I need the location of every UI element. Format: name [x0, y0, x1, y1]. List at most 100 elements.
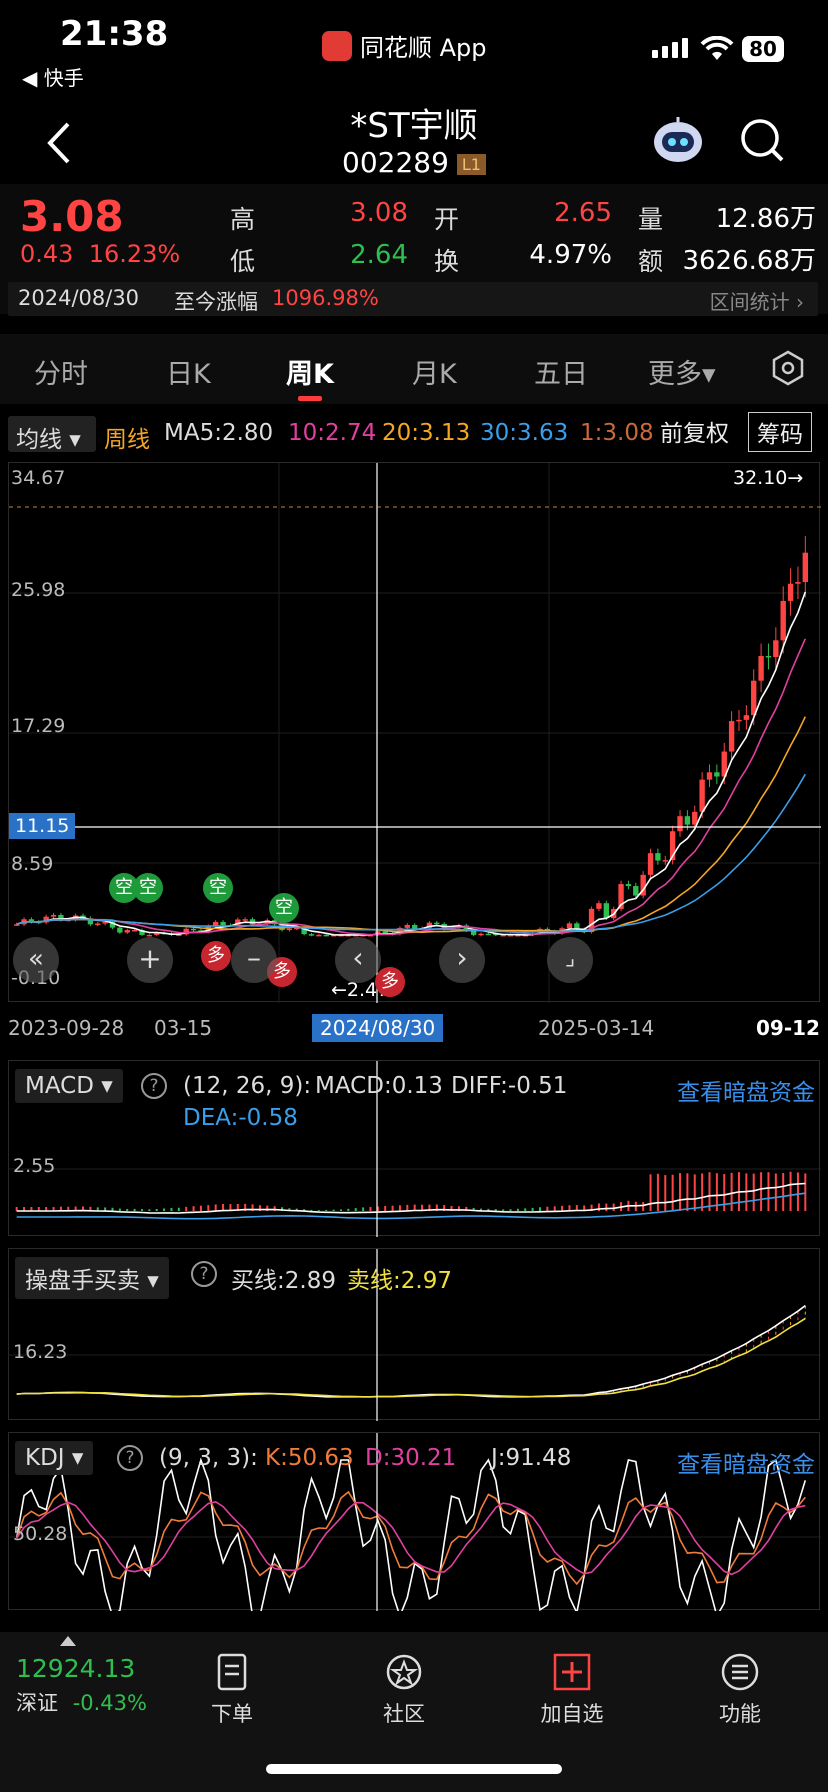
interval-stat-link[interactable]: 区间统计 › [709, 290, 804, 314]
nav-functions[interactable]: 功能 [680, 1652, 800, 1728]
bottom-nav: 12924.13 深证 -0.43% 下单 社区 加自选 功能 [0, 1632, 828, 1792]
x-label-4: 09-12 [756, 1016, 820, 1040]
kline-chart[interactable]: 34.67 25.98 17.29 8.59 -0.10 11.15 32.10… [8, 462, 821, 1003]
zoom-in-button[interactable]: + [127, 937, 173, 983]
period-tabs: 分时 日K 周K 月K 五日 更多▾ [0, 334, 828, 404]
candle-body [434, 922, 440, 925]
price-change: 0.43 16.23% [20, 240, 180, 268]
dark-pool-link[interactable]: 查看暗盘资金 [677, 1452, 815, 1478]
y-label-top: 34.67 [11, 467, 66, 489]
candle-body [190, 928, 197, 931]
candle-body [603, 903, 609, 919]
long-signal-marker: 多 [201, 941, 231, 971]
nav-add-watchlist[interactable]: 加自选 [512, 1652, 632, 1728]
nav-community[interactable]: 社区 [344, 1652, 464, 1728]
active-tab-indicator [298, 396, 322, 401]
y-label-4: 8.59 [11, 853, 54, 875]
candle-body [286, 928, 293, 931]
trader-select[interactable]: 操盘手买卖 ▾ [15, 1257, 169, 1299]
ma-indicator-bar: 均线 ▾ 周线 MA5:2.80 10:2.74 20:3.13 30:3.63… [0, 410, 828, 458]
period-label: 周线 [104, 427, 150, 453]
chips-button[interactable]: 筹码 [748, 412, 812, 452]
y-label-3: 17.29 [11, 715, 66, 737]
document-icon [217, 1653, 247, 1691]
high-label: 高 [230, 205, 256, 234]
robot-assistant-icon[interactable] [652, 116, 704, 164]
scroll-left-fast-button[interactable]: « [13, 937, 59, 983]
candle-body [699, 779, 705, 812]
candle-body [743, 715, 750, 720]
kdj-panel[interactable]: KDJ ▾ ? (9, 3, 3): K:50.63 D:30.21 J:91.… [8, 1432, 821, 1619]
candle-body [382, 931, 388, 934]
tab-monthly-k[interactable]: 月K [412, 359, 457, 390]
index-name: 深证 [16, 1691, 58, 1715]
candle-body [640, 874, 646, 896]
candle-body [183, 928, 189, 935]
scroll-left-button[interactable]: ‹ [335, 937, 381, 983]
low-label: 低 [230, 247, 256, 276]
back-to-app-link[interactable]: ◀ 快手 [22, 66, 84, 90]
scroll-right-button[interactable]: › [439, 937, 485, 983]
help-icon[interactable]: ? [117, 1445, 143, 1471]
back-arrow-icon[interactable] [40, 118, 80, 168]
candle-body [213, 921, 219, 927]
since-gain-label: 至今涨幅 [174, 290, 258, 314]
tab-daily-k[interactable]: 日K [166, 359, 211, 390]
dark-pool-link[interactable]: 查看暗盘资金 [677, 1080, 815, 1106]
crosshair-price-label: 11.15 [9, 813, 76, 839]
search-icon[interactable] [738, 116, 786, 164]
candle-body [692, 811, 698, 825]
candle-body [375, 931, 381, 935]
nav-order[interactable]: 下单 [172, 1652, 292, 1728]
kline-svg [9, 463, 821, 1003]
candle-body [684, 816, 691, 825]
change-percent: 16.23% [88, 240, 181, 268]
candle-body [500, 934, 506, 937]
candle-body [728, 721, 735, 752]
trader-panel[interactable]: 操盘手买卖 ▾ ? 买线:2.89 卖线:2.97 16.23 [8, 1248, 821, 1421]
x-label-1: 2023-09-28 [8, 1016, 125, 1040]
ma20-value: 20:3.13 [382, 420, 471, 446]
candle-body [802, 552, 808, 583]
candle-body [154, 932, 160, 935]
index-ticker[interactable]: 12924.13 深证 -0.43% [16, 1636, 156, 1717]
high-value: 3.08 [350, 198, 408, 228]
low-value: 2.64 [350, 240, 408, 270]
settings-hex-icon[interactable] [770, 350, 806, 386]
short-signal-marker: 空 [203, 873, 233, 903]
zoom-out-button[interactable]: – [231, 937, 277, 983]
tab-intraday[interactable]: 分时 [34, 359, 88, 390]
macd-select[interactable]: MACD ▾ [15, 1069, 123, 1103]
turnover-label: 换 [434, 247, 460, 276]
help-icon[interactable]: ? [191, 1261, 217, 1287]
macd-panel[interactable]: MACD ▾ ? (12, 26, 9): MACD:0.13 DIFF:-0.… [8, 1060, 821, 1237]
candle-body [736, 719, 742, 722]
help-icon[interactable]: ? [141, 1073, 167, 1099]
nav-order-label: 下单 [211, 1702, 253, 1726]
dea-value: DEA:-0.58 [183, 1105, 298, 1131]
candle-body [28, 919, 35, 922]
x-label-3: 2025-03-14 [538, 1016, 655, 1040]
ma5-value: MA5:2.80 [164, 420, 274, 446]
candle-body [478, 933, 484, 936]
turnover-value: 4.97% [529, 240, 612, 270]
candle-body [316, 934, 322, 937]
kdj-select[interactable]: KDJ ▾ [15, 1441, 94, 1475]
diff-value: DIFF:-0.51 [451, 1073, 568, 1099]
kdj-params: (9, 3, 3): [159, 1445, 258, 1471]
forward-adjust-toggle[interactable]: 前复权 [660, 421, 729, 447]
fullscreen-button[interactable]: ⌟ [547, 937, 593, 983]
candle-body [109, 921, 116, 928]
low-marker: ←2.47 [331, 979, 390, 1001]
tab-more[interactable]: 更多▾ [648, 359, 716, 390]
candle-body [588, 908, 595, 933]
tab-five-day[interactable]: 五日 [534, 359, 588, 390]
candle-body [146, 934, 153, 937]
star-bubble-icon [386, 1654, 422, 1690]
tab-weekly-k[interactable]: 周K [286, 359, 334, 390]
candle-body [655, 853, 661, 861]
candle-body [470, 930, 477, 935]
level-badge: L1 [456, 153, 486, 175]
volume-value: 12.86万 [715, 204, 816, 234]
ma-select[interactable]: 均线 ▾ [8, 416, 96, 453]
